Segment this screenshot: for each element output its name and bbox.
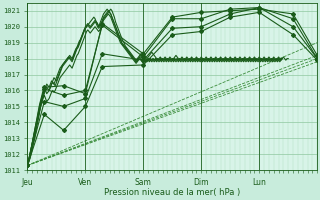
X-axis label: Pression niveau de la mer( hPa ): Pression niveau de la mer( hPa ): [104, 188, 240, 197]
